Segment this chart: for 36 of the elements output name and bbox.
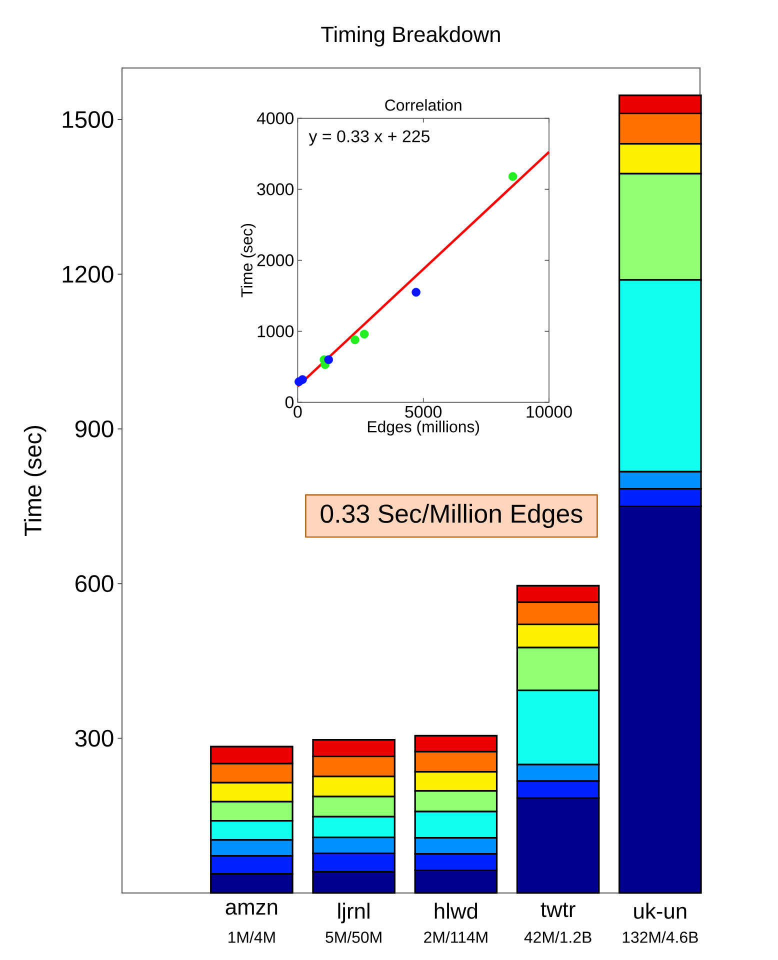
y-tick-label: 1200 bbox=[62, 266, 114, 283]
y-tick-label: 1000 bbox=[258, 325, 294, 338]
text: 132M/4.6B bbox=[622, 931, 698, 943]
y-tick-label: 900 bbox=[75, 420, 114, 438]
y-tick-label: 0 bbox=[285, 396, 294, 408]
y-tick-label: 600 bbox=[76, 575, 114, 592]
x-axis-title: Edges (millions) bbox=[368, 420, 480, 436]
x-tick-label: 5000 bbox=[405, 406, 442, 418]
x-tick-label: 10000 bbox=[526, 406, 572, 418]
text: 1M/4M bbox=[228, 931, 275, 943]
y-tick-label: 300 bbox=[75, 730, 114, 747]
y-axis-title: Time (sec) bbox=[24, 426, 46, 536]
chart-title: Correlation bbox=[385, 99, 462, 111]
y-tick-label: 4000 bbox=[256, 112, 294, 124]
x-tick-label: uk-un bbox=[634, 902, 686, 919]
point bbox=[508, 172, 518, 181]
y-tick-label: 1500 bbox=[62, 111, 114, 128]
point bbox=[412, 288, 420, 297]
chart-title: Timing Breakdown bbox=[321, 26, 500, 46]
point bbox=[324, 355, 334, 364]
annotation: y = 0.33 x + 225 bbox=[308, 130, 430, 146]
x-tick-label: amzn bbox=[226, 902, 278, 915]
point bbox=[298, 375, 307, 384]
annotation: 0.33 Sec/Million Edges bbox=[320, 504, 582, 528]
text: 42M/1.2B bbox=[524, 931, 592, 943]
point bbox=[350, 335, 360, 344]
text: 5M/50M bbox=[326, 931, 382, 943]
x-tick-label: 0 bbox=[294, 406, 302, 418]
x-tick-label: ljrnl bbox=[338, 902, 370, 924]
x-tick-label: twtr bbox=[540, 902, 576, 918]
text: 2M/114M bbox=[424, 931, 488, 943]
y-axis-title: Time (sec) bbox=[240, 224, 256, 298]
y-tick-label: 3000 bbox=[257, 183, 294, 196]
x-tick-label: hlwd bbox=[434, 902, 478, 919]
point bbox=[360, 330, 369, 339]
y-tick-label: 2000 bbox=[257, 254, 294, 266]
